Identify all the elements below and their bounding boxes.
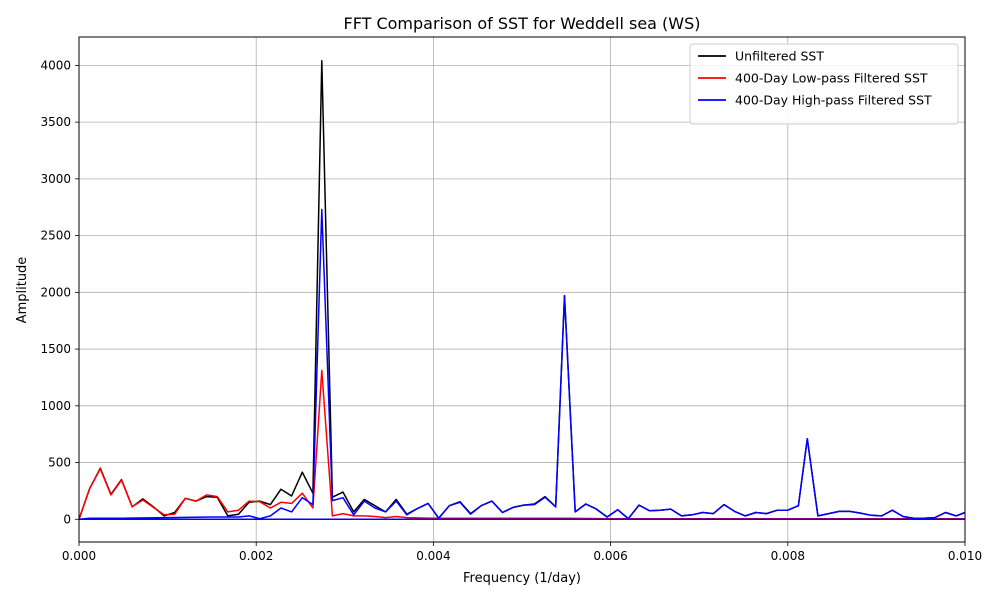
y-tick-label: 3000 [40,172,71,186]
y-tick-label: 500 [48,456,71,470]
y-tick-label: 3500 [40,115,71,129]
x-tick-label: 0.006 [593,549,627,563]
legend-label: 400-Day High-pass Filtered SST [735,93,932,108]
y-tick-label: 1000 [40,399,71,413]
series-line-400-day-high-pass-filtered-sst [78,208,966,521]
chart-title: FFT Comparison of SST for Weddell sea (W… [343,14,700,33]
x-axis-label: Frequency (1/day) [463,571,581,586]
y-tick-label: 4000 [40,58,71,72]
legend-box [689,43,959,125]
plot-frame [78,36,966,543]
x-axis-ticks: 0.000 0.002 0.004 0.006 0.008 0.010 [62,542,982,563]
x-tick-label: 0.004 [416,549,450,563]
x-tick-label: 0.010 [948,549,982,563]
y-tick-label: 2500 [40,229,71,243]
legend-label: 400-Day Low-pass Filtered SST [735,71,928,86]
y-axis-label: Amplitude [15,257,30,324]
y-tick-label: 0 [63,512,71,526]
series-lines [78,60,966,521]
x-tick-label: 0.002 [239,549,273,563]
legend-label: Unfiltered SST [735,49,824,64]
y-axis-ticks: 0 500 1000 1500 2000 2500 3000 3500 4000 [40,58,79,526]
y-tick-label: 2000 [40,285,71,299]
x-tick-label: 0.000 [62,549,96,563]
legend: Unfiltered SST 400-Day Low-pass Filtered … [689,43,959,125]
y-tick-label: 1500 [40,342,71,356]
series-line-unfiltered-sst [78,60,966,520]
x-tick-label: 0.008 [771,549,805,563]
series-line-400-day-low-pass-filtered-sst [78,369,965,520]
